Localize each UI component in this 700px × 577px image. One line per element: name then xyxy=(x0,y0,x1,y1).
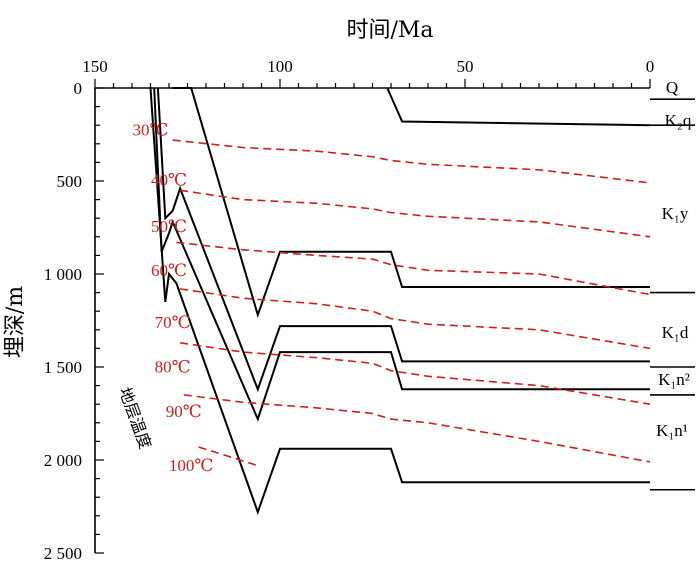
y-tick-label: 1 500 xyxy=(44,358,82,377)
isotherms: 30℃ 40℃ 50℃ 60℃ 70℃ 80℃ 90℃ 100℃ xyxy=(132,120,651,475)
y-tick-label: 2 500 xyxy=(44,544,82,563)
y-tick-label: 1 000 xyxy=(44,265,82,284)
isotherm-line xyxy=(179,288,651,350)
stratum-label: K₁n² xyxy=(658,370,690,389)
isotherm-line xyxy=(172,139,651,184)
burial-curve xyxy=(386,87,651,127)
burial-curves xyxy=(149,87,651,516)
isotherm-label: 80℃ xyxy=(155,358,191,377)
isotherm-label: 40℃ xyxy=(151,171,187,190)
stratum-label: Q xyxy=(666,78,678,97)
stratum-label: K₂q xyxy=(665,111,692,130)
strata-column: Q K₂q K₁y K₁d K₁n² K₁n¹ xyxy=(650,78,695,491)
y-tick-label: 2 000 xyxy=(44,451,82,470)
stratum-label: K₁d xyxy=(662,323,689,342)
x-tick-label: 100 xyxy=(267,57,293,76)
isotherm-line xyxy=(179,342,651,405)
x-tick-label: 0 xyxy=(646,57,655,76)
burial-curve xyxy=(149,87,650,516)
stratum-label: K₁y xyxy=(662,204,689,223)
isotherm-label: 50℃ xyxy=(151,217,187,236)
isotherm-label: 60℃ xyxy=(151,261,187,280)
stratum-label: K₁n¹ xyxy=(656,421,688,440)
isotherm-line xyxy=(198,446,259,467)
x-axis-title: 时间/Ma xyxy=(346,18,433,43)
x-tick-label: 50 xyxy=(457,57,474,76)
burial-curve xyxy=(172,87,650,319)
y-tick-label: 0 xyxy=(74,79,83,98)
isotherm-label: 30℃ xyxy=(132,120,168,139)
y-axis-title: 埋深/m xyxy=(3,286,28,358)
isotherm-line xyxy=(176,241,651,296)
burial-curve xyxy=(156,87,650,393)
isotherm-label: 90℃ xyxy=(166,402,202,421)
isotherm-line xyxy=(179,189,651,238)
isotherm-label: 70℃ xyxy=(155,313,191,332)
isotherm-line xyxy=(183,394,651,463)
y-tick-label: 500 xyxy=(57,172,83,191)
strata-temperature-label: 地层温度 xyxy=(115,385,155,452)
burial-curve xyxy=(153,87,650,422)
isotherm-label: 100℃ xyxy=(169,456,214,475)
x-tick-label: 150 xyxy=(82,57,108,76)
